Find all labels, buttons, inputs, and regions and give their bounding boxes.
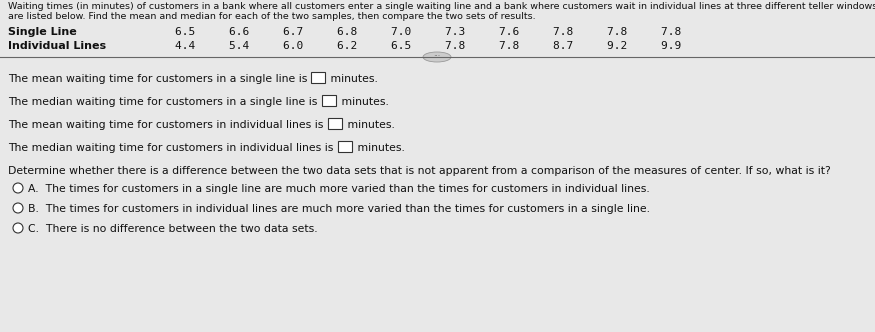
- Text: Individual Lines: Individual Lines: [8, 41, 106, 51]
- Text: The median waiting time for customers in a single line is: The median waiting time for customers in…: [8, 97, 321, 107]
- Text: ...: ...: [433, 49, 441, 58]
- Ellipse shape: [423, 52, 451, 62]
- Text: Single Line: Single Line: [8, 27, 77, 37]
- Text: minutes.: minutes.: [327, 74, 378, 84]
- FancyBboxPatch shape: [327, 118, 341, 129]
- Text: 6.5     6.6     6.7     6.8     7.0     7.3     7.6     7.8     7.8     7.8: 6.5 6.6 6.7 6.8 7.0 7.3 7.6 7.8 7.8 7.8: [175, 27, 682, 37]
- Text: B.  The times for customers in individual lines are much more varied than the ti: B. The times for customers in individual…: [28, 204, 650, 214]
- Text: The mean waiting time for customers in individual lines is: The mean waiting time for customers in i…: [8, 120, 327, 130]
- FancyBboxPatch shape: [339, 141, 353, 152]
- Text: Determine whether there is a difference between the two data sets that is not ap: Determine whether there is a difference …: [8, 166, 830, 176]
- Text: Waiting times (in minutes) of customers in a bank where all customers enter a si: Waiting times (in minutes) of customers …: [8, 2, 875, 11]
- Text: The mean waiting time for customers in a single line is: The mean waiting time for customers in a…: [8, 74, 311, 84]
- Text: minutes.: minutes.: [344, 120, 395, 130]
- FancyBboxPatch shape: [322, 95, 336, 106]
- Circle shape: [13, 203, 23, 213]
- Circle shape: [13, 223, 23, 233]
- FancyBboxPatch shape: [312, 72, 326, 83]
- Text: The median waiting time for customers in individual lines is: The median waiting time for customers in…: [8, 143, 337, 153]
- Text: are listed below. Find the mean and median for each of the two samples, then com: are listed below. Find the mean and medi…: [8, 12, 536, 21]
- Text: A.  The times for customers in a single line are much more varied than the times: A. The times for customers in a single l…: [28, 184, 650, 194]
- Circle shape: [13, 183, 23, 193]
- Text: C.  There is no difference between the two data sets.: C. There is no difference between the tw…: [28, 224, 318, 234]
- Text: minutes.: minutes.: [338, 97, 389, 107]
- Text: 4.4     5.4     6.0     6.2     6.5     7.8     7.8     8.7     9.2     9.9: 4.4 5.4 6.0 6.2 6.5 7.8 7.8 8.7 9.2 9.9: [175, 41, 682, 51]
- Text: minutes.: minutes.: [354, 143, 405, 153]
